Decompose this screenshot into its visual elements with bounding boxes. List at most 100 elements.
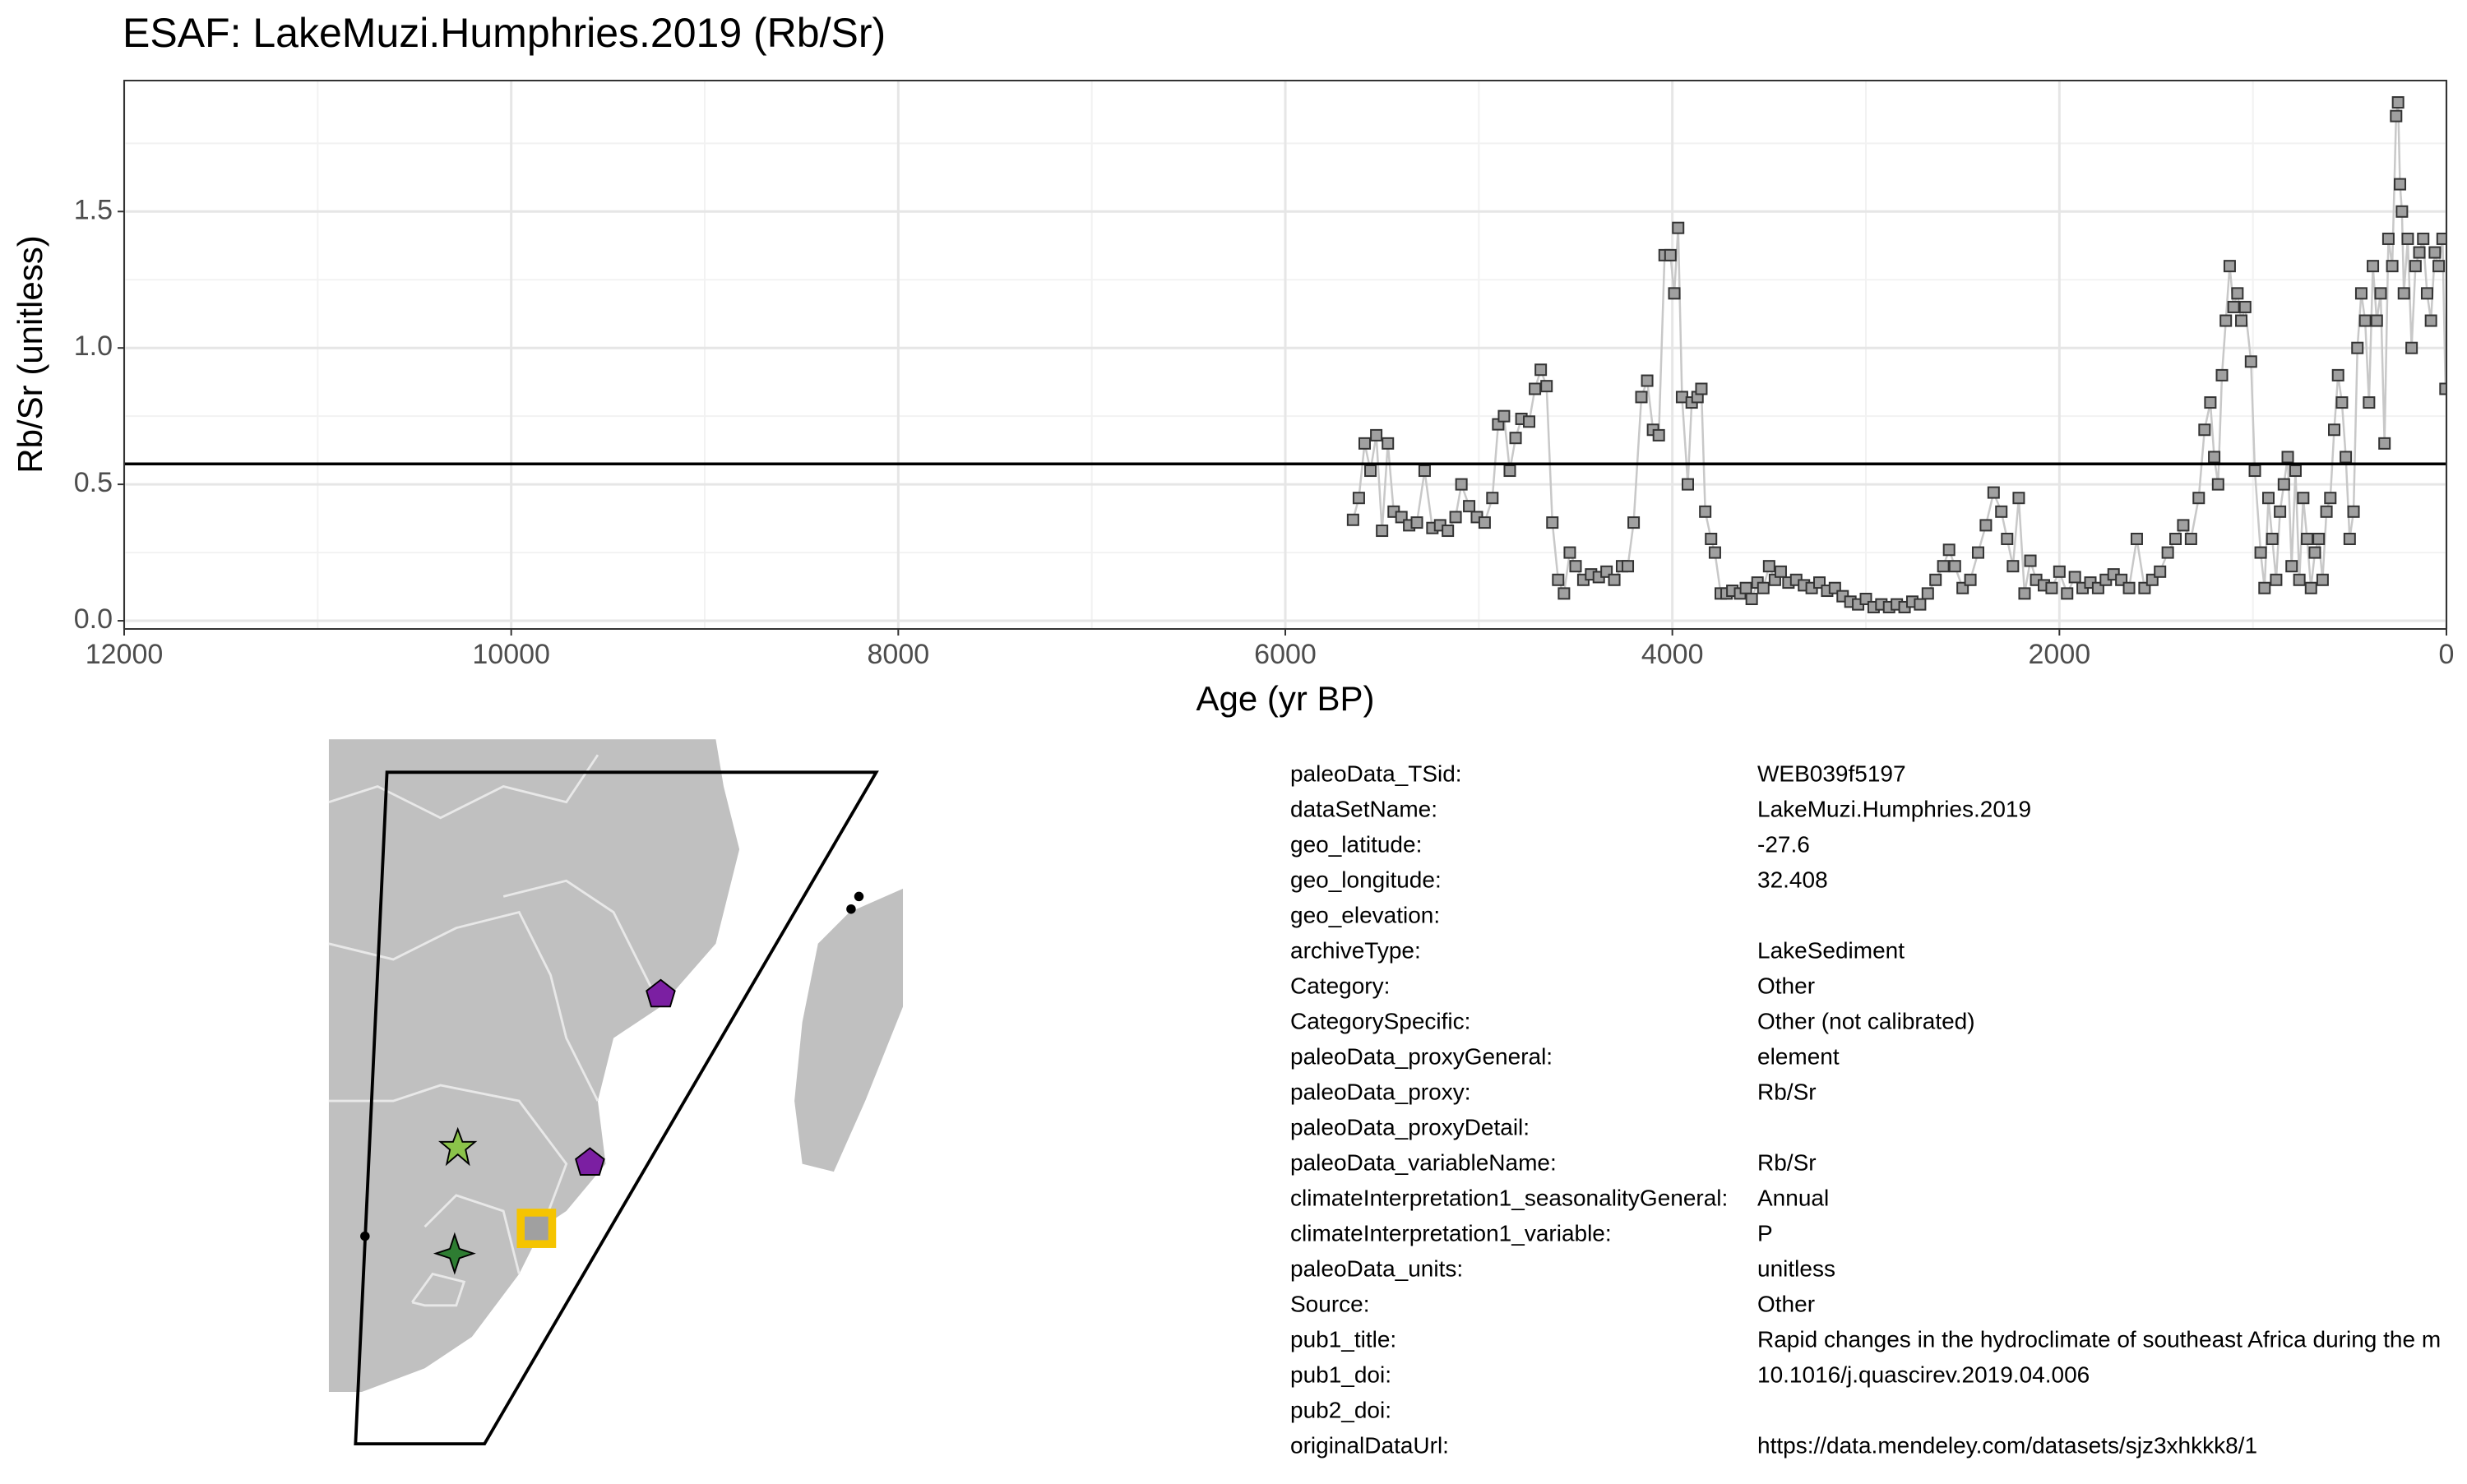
field-value: WEB039f5197 <box>1757 760 1906 786</box>
data-point <box>2235 314 2248 327</box>
data-point <box>2343 532 2356 545</box>
data-point <box>2301 532 2314 545</box>
data-point <box>2277 478 2290 491</box>
data-point <box>2324 492 2337 505</box>
data-point <box>2395 205 2409 218</box>
data-point <box>2405 341 2418 354</box>
data-point <box>1352 492 1365 505</box>
field-label: climateInterpretation1_variable: <box>1290 1220 1612 1246</box>
data-point <box>2312 532 2326 545</box>
data-point <box>1364 465 1377 478</box>
data-point <box>2308 546 2321 559</box>
field-value: P <box>1757 1220 1773 1246</box>
field-value: Rb/Sr <box>1757 1149 1817 1175</box>
data-point <box>2293 573 2306 586</box>
field-label: geo_longitude: <box>1290 867 1442 892</box>
data-point <box>2244 355 2257 368</box>
data-point <box>1463 500 1476 513</box>
data-point <box>1503 465 1516 478</box>
data-point <box>1664 248 1677 261</box>
field-label: pub2_doi: <box>1290 1397 1391 1422</box>
data-point <box>1382 437 1395 450</box>
data-point <box>1695 382 1708 395</box>
data-point <box>2045 581 2058 594</box>
field-label: Source: <box>1290 1291 1370 1316</box>
field-label: geo_latitude: <box>1290 831 1422 857</box>
field-value: -27.6 <box>1757 831 1810 857</box>
data-point <box>1509 432 1522 445</box>
field-label: dataSetName: <box>1290 796 1437 821</box>
data-point <box>1948 560 1961 573</box>
site-marker <box>646 978 676 1008</box>
map-borders <box>328 754 662 1307</box>
data-point <box>2068 571 2081 584</box>
data-point <box>1622 560 1635 573</box>
data-point <box>2397 287 2410 300</box>
data-point <box>1681 478 1694 491</box>
data-point <box>2231 287 2244 300</box>
data-point <box>2258 581 2271 594</box>
data-point <box>2374 287 2387 300</box>
x-tick-label: 0 <box>2439 639 2455 670</box>
data-point <box>1546 516 1559 529</box>
data-point <box>2122 581 2136 594</box>
data-point <box>1987 486 2000 499</box>
field-label: paleoData_variableName: <box>1290 1149 1557 1175</box>
field-value: element <box>1757 1043 1840 1069</box>
data-point <box>2001 532 2014 545</box>
metadata-table: paleoData_TSid: WEB039f5197 dataSetName: La… <box>1290 760 2441 1458</box>
field-label: pub1_title: <box>1290 1326 1396 1352</box>
data-point <box>2254 546 2267 559</box>
data-point <box>2328 423 2341 437</box>
data-point <box>2208 451 2221 464</box>
data-point <box>1672 221 1685 234</box>
field-value: unitless <box>1757 1255 1835 1281</box>
data-point <box>1358 437 1371 450</box>
series <box>1346 96 2446 613</box>
data-point <box>1979 519 1993 532</box>
data-point <box>2266 532 2279 545</box>
data-point <box>1937 560 1950 573</box>
x-tick-label: 6000 <box>1254 639 1317 670</box>
data-point <box>1563 546 1576 559</box>
data-point <box>1627 516 1641 529</box>
data-point <box>1708 546 1721 559</box>
data-point <box>2018 587 2031 600</box>
data-point <box>2391 96 2405 109</box>
data-point <box>1774 565 1787 578</box>
data-point <box>2386 260 2399 273</box>
data-point <box>1569 560 1582 573</box>
data-point <box>2192 492 2205 505</box>
data-point <box>2177 519 2190 532</box>
data-point <box>2409 260 2422 273</box>
data-point <box>1929 573 1942 586</box>
data-point <box>1376 525 1389 538</box>
data-point <box>2261 492 2275 505</box>
data-point <box>2351 341 2364 354</box>
data-point <box>1529 382 1542 395</box>
data-point <box>1921 587 1934 600</box>
x-tick-label: 8000 <box>868 639 930 670</box>
site-marker <box>433 1232 476 1275</box>
data-point <box>2363 396 2376 409</box>
data-point <box>2378 437 2391 450</box>
field-label: paleoData_proxyGeneral: <box>1290 1043 1553 1069</box>
site-marker <box>854 891 864 902</box>
field-label: paleoData_units: <box>1290 1255 1463 1281</box>
field-label: geo_elevation: <box>1290 902 1440 927</box>
data-point <box>1668 287 1681 300</box>
data-point <box>2204 396 2217 409</box>
data-point <box>1497 409 1511 423</box>
field-label: paleoData_proxyDetail: <box>1290 1114 1530 1140</box>
y-tick-label: 0.5 <box>74 467 113 498</box>
x-tick-label: 2000 <box>2029 639 2091 670</box>
data-point <box>1652 428 1665 442</box>
data-point <box>2215 368 2229 381</box>
field-value: Rb/Sr <box>1757 1079 1817 1104</box>
plot-area: 12000 10000 8000 6000 4000 2000 0 0.0 0.5 1.0 1.5 <box>74 80 2455 670</box>
data-point <box>2358 314 2372 327</box>
site-marker <box>846 904 856 914</box>
data-point <box>2381 232 2395 245</box>
data-point <box>2270 573 2283 586</box>
data-point <box>1739 581 1752 594</box>
